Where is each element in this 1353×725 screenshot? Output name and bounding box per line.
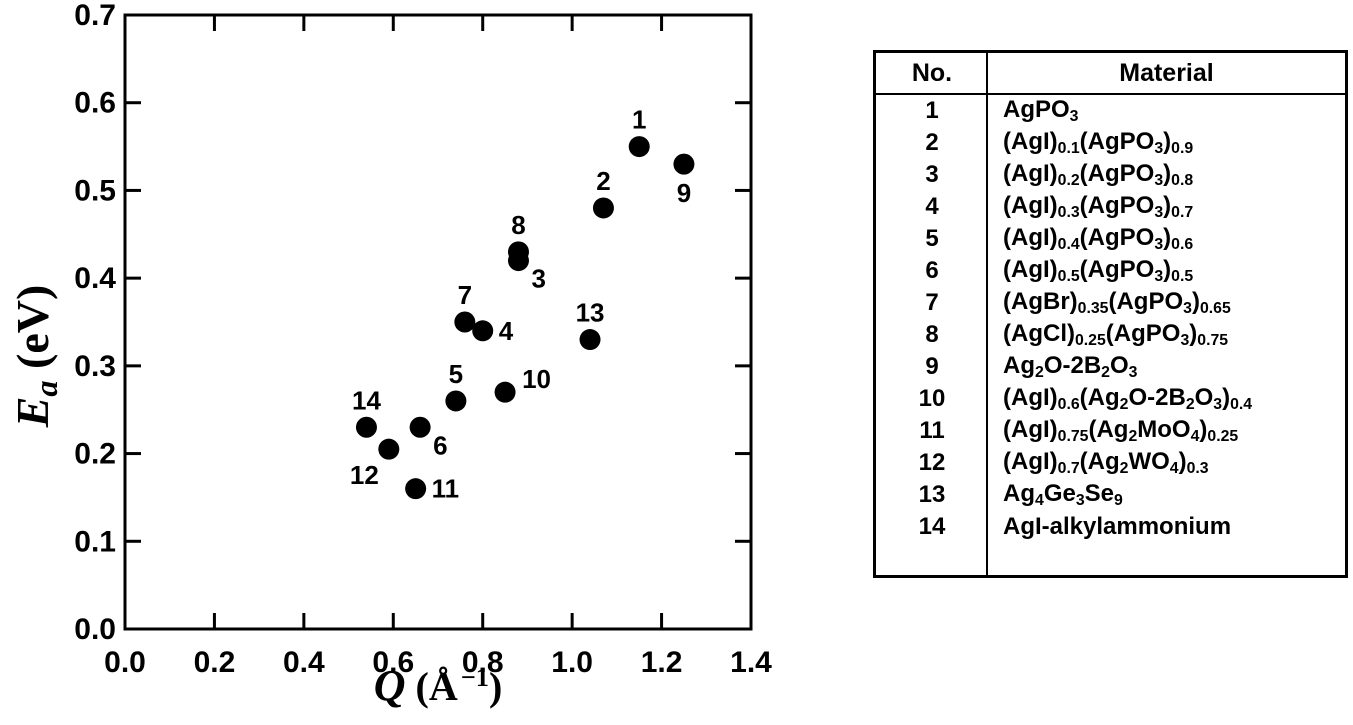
y-tick-label: 0.0 (74, 613, 116, 646)
data-point-label: 11 (432, 474, 460, 504)
x-tick-label: 0.6 (372, 646, 414, 679)
table-body: 1 AgPO3 2 (AgI)0.1(AgPO3)0.9 3 (AgI)0.2(AgPO3… (876, 95, 1345, 543)
material-formula-cell: AgI-alkylammonium (1003, 513, 1232, 540)
table-row: 6 (AgI)0.5(AgPO3)0.5 (876, 255, 1345, 287)
material-no-cell: 3 (925, 161, 939, 188)
x-tick-label: 0.8 (462, 646, 504, 679)
data-point (579, 329, 601, 351)
table-row: 3 (AgI)0.2(AgPO3)0.8 (876, 159, 1345, 191)
material-no-cell: 10 (918, 385, 946, 412)
data-point-label: 3 (531, 264, 545, 294)
x-tick-label: 1.2 (641, 646, 683, 679)
data-point (405, 478, 427, 500)
x-tick-label: 1.4 (730, 646, 772, 679)
material-formula-cell: (AgBr)0.35(AgPO3)0.65 (1003, 287, 1231, 317)
material-no-cell: 8 (925, 321, 939, 348)
data-point-label: 8 (511, 210, 525, 240)
material-formula-cell: (AgI)0.7(Ag2WO4)0.3 (1003, 447, 1209, 477)
data-point (454, 311, 476, 333)
data-point (355, 416, 377, 438)
table-row: 2 (AgI)0.1(AgPO3)0.9 (876, 127, 1345, 159)
x-tick-label: 1.0 (551, 646, 593, 679)
data-point-label: 7 (458, 280, 472, 310)
table-header-no: No. (911, 58, 953, 87)
y-tick-label: 0.4 (74, 262, 116, 295)
data-point (472, 320, 494, 342)
y-tick-label: 0.7 (74, 0, 116, 32)
data-point-label: 13 (576, 298, 605, 328)
table-row: 8 (AgCl)0.25(AgPO3)0.75 (876, 319, 1345, 351)
y-axis-label: Ea (eV) (6, 284, 64, 428)
data-point (673, 153, 695, 175)
data-point (494, 381, 516, 403)
table-row: 7 (AgBr)0.35(AgPO3)0.65 (876, 287, 1345, 319)
material-no-cell: 4 (925, 193, 939, 220)
data-point-label: 2 (596, 166, 610, 196)
table-row: 5 (AgI)0.4(AgPO3)0.6 (876, 223, 1345, 255)
data-point-label: 9 (677, 178, 691, 208)
data-point-label: 14 (352, 385, 381, 415)
table-row: 1 AgPO3 (876, 95, 1345, 127)
x-tick-label: 0.0 (104, 646, 146, 679)
y-tick-label: 0.3 (74, 350, 116, 383)
material-no-cell: 1 (925, 97, 939, 124)
table-header-row: No. Material (876, 53, 1345, 95)
data-point (628, 136, 650, 158)
material-formula-cell: (AgI)0.1(AgPO3)0.9 (1003, 127, 1194, 157)
y-tick-label: 0.1 (74, 525, 116, 558)
table-header-material: Material (1119, 58, 1214, 87)
data-point-label: 10 (522, 364, 551, 394)
data-point-label: 4 (499, 316, 514, 346)
data-point (409, 416, 431, 438)
plot-frame (123, 13, 753, 631)
data-point (507, 241, 529, 263)
table-row: 13 Ag4Ge3Se9 (876, 479, 1345, 511)
material-formula-cell: (AgI)0.5(AgPO3)0.5 (1003, 255, 1194, 285)
table-row: 11 (AgI)0.75(Ag2MoO4)0.25 (876, 415, 1345, 447)
material-no-cell: 14 (918, 513, 946, 540)
material-formula-cell: (AgI)0.2(AgPO3)0.8 (1003, 159, 1194, 189)
x-axis-label: Q (Å −1) (373, 661, 503, 710)
material-no-cell: 11 (919, 417, 945, 444)
materials-table: No. Material 1 AgPO3 2 (AgI)0.1(AgPO3)0.9 3 (… (873, 50, 1348, 578)
table-row: 14 AgI-alkylammonium (876, 511, 1345, 543)
table-row: 4 (AgI)0.3(AgPO3)0.7 (876, 191, 1345, 223)
y-tick-label: 0.6 (74, 87, 116, 120)
material-formula-cell: (AgCl)0.25(AgPO3)0.75 (1003, 319, 1229, 349)
material-no-cell: 7 (925, 289, 939, 316)
y-tick-label: 0.5 (74, 174, 116, 207)
table-row: 12 (AgI)0.7(Ag2WO4)0.3 (876, 447, 1345, 479)
table-column-divider (986, 53, 988, 575)
material-formula-cell: Ag2O-2B2O3 (1003, 351, 1138, 381)
material-formula-cell: (AgI)0.4(AgPO3)0.6 (1003, 223, 1194, 253)
material-formula-cell: (AgI)0.6(Ag2O-2B2O3)0.4 (1003, 383, 1253, 413)
material-no-cell: 6 (925, 257, 939, 284)
data-point-label: 5 (449, 359, 463, 389)
x-tick-label: 0.4 (283, 646, 325, 679)
data-point-label: 6 (433, 430, 447, 460)
data-point (445, 390, 467, 412)
material-formula-cell: AgPO3 (1003, 95, 1079, 125)
x-tick-label: 0.2 (194, 646, 236, 679)
material-no-cell: 9 (925, 353, 939, 380)
material-formula-cell: (AgI)0.75(Ag2MoO4)0.25 (1003, 415, 1239, 445)
material-no-cell: 12 (918, 449, 946, 476)
material-formula-cell: Ag4Ge3Se9 (1003, 479, 1123, 509)
data-point-label: 1 (632, 105, 646, 135)
table-row: 9 Ag2O-2B2O3 (876, 351, 1345, 383)
data-point-label: 12 (350, 460, 379, 490)
material-formula-cell: (AgI)0.3(AgPO3)0.7 (1003, 191, 1194, 221)
table-row: 10 (AgI)0.6(Ag2O-2B2O3)0.4 (876, 383, 1345, 415)
y-tick-label: 0.2 (74, 438, 116, 471)
material-no-cell: 2 (925, 129, 939, 156)
data-point (378, 438, 400, 460)
scatter-plot: 0.0 0.2 0.4 0.6 0.8 1.0 1.2 1.4 0.0 0.1 0.2 0.3 0.4 0… (74, 0, 772, 679)
data-point (592, 197, 614, 219)
material-no-cell: 5 (925, 225, 939, 252)
material-no-cell: 13 (918, 481, 946, 508)
